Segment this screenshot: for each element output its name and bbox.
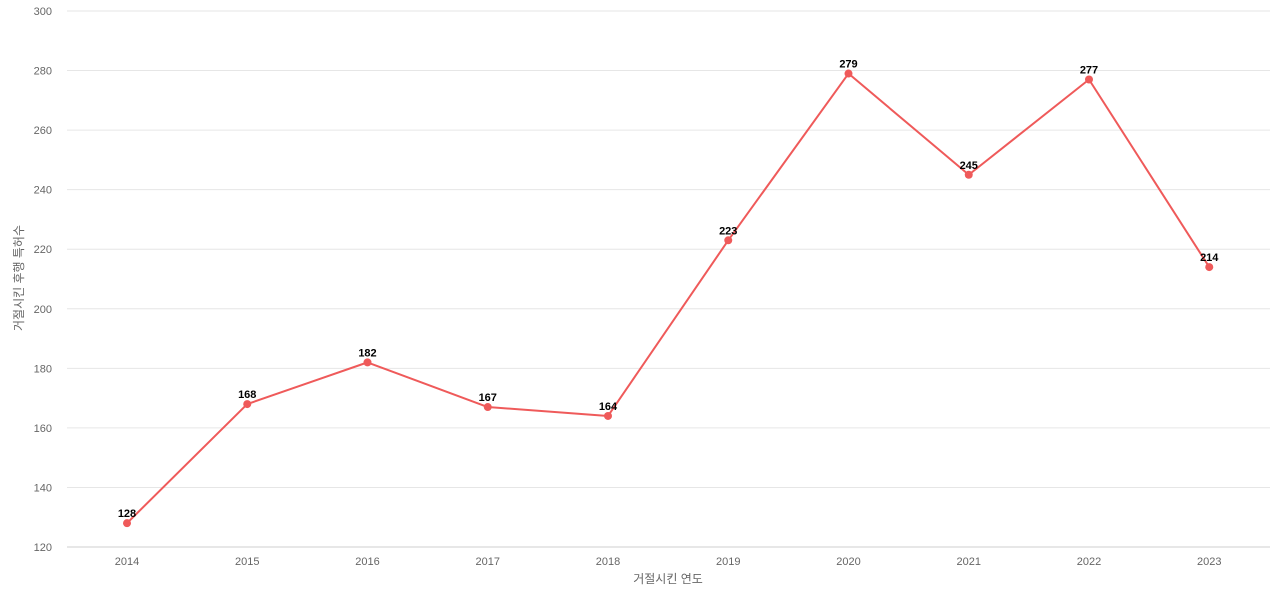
x-tick-label: 2016 xyxy=(355,556,379,568)
data-label: 214 xyxy=(1200,252,1219,264)
y-tick-label: 120 xyxy=(34,542,52,554)
y-axis-ticks: 120 140 160 180 200 220 240 260 280 300 xyxy=(34,6,52,554)
data-point xyxy=(1085,75,1093,84)
data-label: 245 xyxy=(960,160,978,172)
y-tick-label: 180 xyxy=(34,363,52,375)
x-tick-label: 2019 xyxy=(716,556,740,568)
data-point xyxy=(964,170,973,179)
x-tick-label: 2014 xyxy=(115,556,139,568)
data-point xyxy=(123,519,131,528)
data-label: 277 xyxy=(1080,64,1098,76)
y-tick-label: 200 xyxy=(34,304,52,316)
data-label: 167 xyxy=(479,392,497,404)
data-label: 182 xyxy=(358,347,376,359)
data-label: 279 xyxy=(839,59,857,71)
x-tick-label: 2017 xyxy=(476,556,500,568)
data-point xyxy=(363,358,372,367)
data-label: 168 xyxy=(238,389,256,401)
x-axis-title: 거절시킨 연도 xyxy=(633,572,703,586)
series-group xyxy=(123,69,1214,528)
y-tick-label: 280 xyxy=(34,66,52,78)
gridlines xyxy=(67,10,1270,548)
data-point xyxy=(483,403,492,412)
data-label: 128 xyxy=(118,508,136,520)
data-label: 223 xyxy=(719,225,737,237)
y-tick-label: 160 xyxy=(34,423,52,435)
y-tick-label: 260 xyxy=(34,125,52,137)
y-axis-title: 거절시킨 후행 특허수 xyxy=(11,225,26,331)
x-tick-label: 2018 xyxy=(596,556,620,568)
data-point xyxy=(1205,263,1214,272)
y-tick-label: 240 xyxy=(34,185,52,197)
data-labels: 128 168 182 167 164 223 279 245 277 214 xyxy=(118,59,1219,521)
data-label: 164 xyxy=(599,401,618,413)
x-tick-label: 2020 xyxy=(836,556,860,568)
data-point xyxy=(243,400,252,409)
x-tick-label: 2015 xyxy=(235,556,259,568)
y-tick-label: 220 xyxy=(34,244,52,256)
x-tick-label: 2022 xyxy=(1077,556,1101,568)
data-point xyxy=(844,69,853,78)
x-tick-label: 2023 xyxy=(1197,556,1221,568)
y-tick-label: 300 xyxy=(34,6,52,18)
series-line xyxy=(126,72,1211,524)
x-axis-ticks: 2014 2015 2016 2017 2018 2019 2020 2021 2022 2023 xyxy=(115,556,1222,568)
data-point xyxy=(724,236,733,245)
x-tick-label: 2021 xyxy=(957,556,981,568)
y-tick-label: 140 xyxy=(34,482,52,494)
data-point xyxy=(604,411,612,420)
